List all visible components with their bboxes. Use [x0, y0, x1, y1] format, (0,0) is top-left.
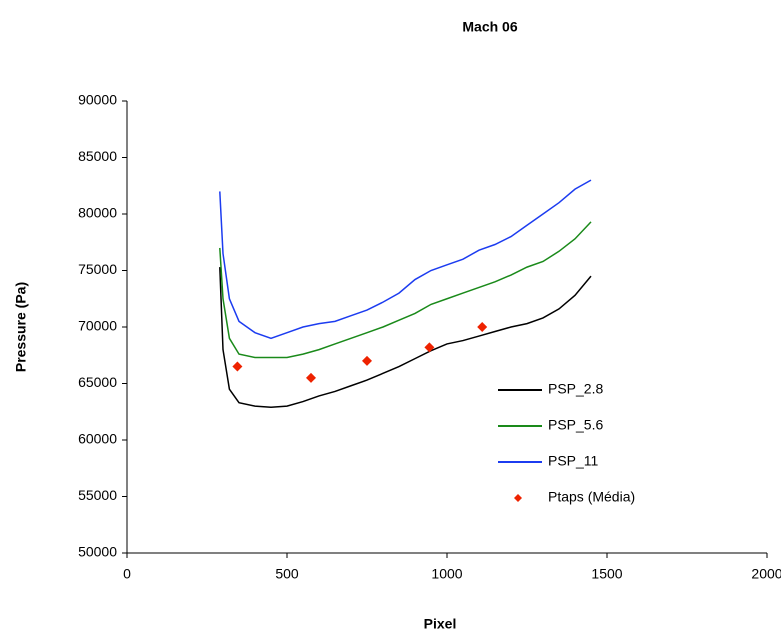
data-point: [232, 361, 243, 372]
series-line: [219, 267, 592, 408]
x-axis-label: Pixel: [424, 616, 457, 632]
y-tick-label: 50000: [78, 544, 117, 560]
series-line: [219, 179, 592, 340]
y-axis-label: Pressure (Pa): [13, 282, 29, 372]
data-point: [424, 342, 435, 353]
legend-label: PSP_5.6: [548, 417, 603, 433]
legend-label: PSP_2.8: [548, 381, 603, 397]
y-tick-label: 55000: [78, 487, 117, 503]
legend-label: PSP_11: [548, 453, 599, 469]
data-point: [477, 322, 488, 332]
x-tick-label: 2000: [751, 566, 781, 582]
x-tick-label: 0: [123, 566, 131, 582]
x-tick-label: 500: [275, 566, 299, 582]
y-tick-label: 70000: [78, 318, 117, 334]
data-point: [306, 372, 316, 383]
data-point: [362, 355, 372, 366]
legend-label: Ptaps (Média): [548, 489, 635, 505]
series-line: [219, 221, 592, 359]
y-tick-label: 75000: [78, 261, 117, 277]
y-tick-label: 80000: [78, 205, 117, 221]
y-tick-label: 90000: [78, 92, 117, 108]
legend-marker: [514, 494, 522, 502]
y-tick-label: 65000: [78, 374, 117, 390]
x-tick-label: 1000: [431, 566, 462, 582]
chart-title: Mach 06: [462, 19, 517, 35]
y-tick-label: 60000: [78, 431, 117, 447]
y-tick-label: 85000: [78, 148, 117, 164]
x-tick-label: 1500: [591, 566, 622, 582]
